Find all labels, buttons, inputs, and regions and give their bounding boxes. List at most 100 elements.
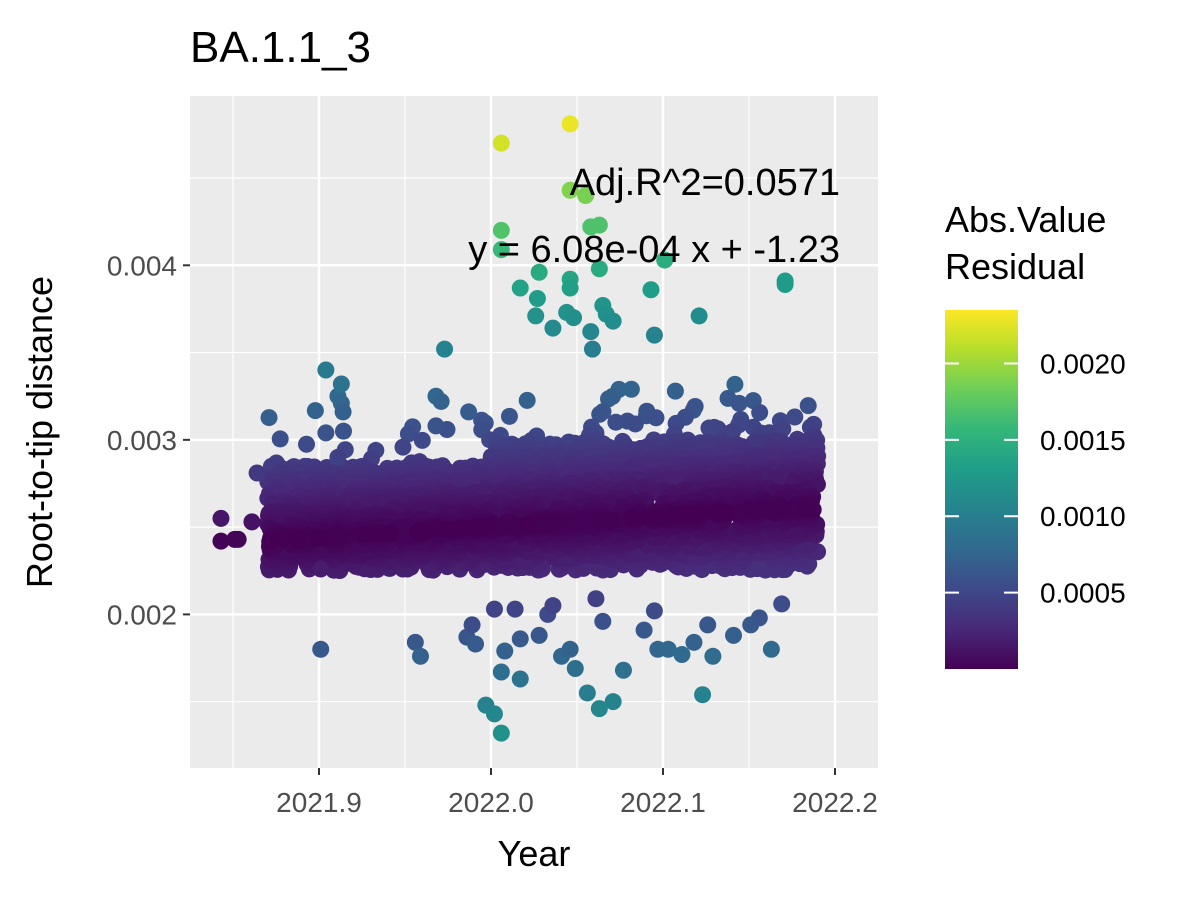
data-point xyxy=(561,640,579,658)
chart-title: BA.1.1_3 xyxy=(190,23,371,72)
dense-point xyxy=(647,409,665,427)
data-point xyxy=(561,181,579,199)
dense-point xyxy=(604,511,622,529)
dense-point xyxy=(607,413,625,431)
data-point xyxy=(492,663,510,681)
dense-point xyxy=(707,504,725,522)
data-point xyxy=(212,509,230,527)
data-point xyxy=(530,263,548,281)
data-point xyxy=(317,424,335,442)
dense-point xyxy=(310,528,328,546)
dense-point xyxy=(692,505,710,523)
data-point xyxy=(411,647,429,665)
data-point xyxy=(750,609,768,627)
dense-point xyxy=(786,408,804,426)
dense-point xyxy=(297,435,315,453)
data-point xyxy=(334,403,352,421)
colorbar xyxy=(945,310,1018,669)
dense-point xyxy=(730,394,748,412)
data-point xyxy=(656,251,674,269)
data-point xyxy=(685,633,703,651)
x-axis-ticks: 2021.9 2022.0 2022.1 2022.2 xyxy=(276,768,878,818)
data-point xyxy=(317,361,335,379)
data-point xyxy=(243,513,261,531)
data-points xyxy=(212,115,794,742)
data-point xyxy=(590,700,608,718)
x-tick-label: 2022.0 xyxy=(448,787,534,818)
data-point xyxy=(312,560,330,578)
legend-title-line-2: Residual xyxy=(945,246,1085,287)
data-point xyxy=(248,464,266,482)
data-point xyxy=(594,612,612,630)
dense-point xyxy=(394,438,412,456)
dense-point xyxy=(263,531,281,549)
data-point xyxy=(329,448,347,466)
data-point xyxy=(436,340,454,358)
dense-point xyxy=(334,422,352,440)
dense-point xyxy=(447,520,465,538)
dense-point xyxy=(799,397,817,415)
data-point xyxy=(511,279,529,297)
colorbar-ticks: 0.0005 0.0010 0.0015 0.0020 xyxy=(945,348,1126,609)
data-point xyxy=(690,307,708,325)
data-point xyxy=(673,646,691,664)
data-point xyxy=(614,661,632,679)
dense-point xyxy=(497,518,515,536)
dense-point xyxy=(260,409,278,427)
dense-point xyxy=(591,405,609,423)
data-point xyxy=(485,705,503,723)
dense-point xyxy=(475,519,493,537)
data-point xyxy=(528,289,546,307)
data-point xyxy=(604,693,622,711)
dense-point xyxy=(357,526,375,544)
data-point xyxy=(582,323,600,341)
data-point xyxy=(565,309,583,327)
data-point xyxy=(762,640,780,658)
data-point xyxy=(460,403,478,421)
data-point xyxy=(229,530,247,548)
data-point xyxy=(312,640,330,658)
data-point xyxy=(704,647,722,665)
dense-point xyxy=(622,380,640,398)
adj-r2-annotation: Adj.R^2=0.0571 xyxy=(570,162,840,204)
data-point xyxy=(561,115,579,133)
y-tick-label: 0.004 xyxy=(107,250,177,281)
data-point xyxy=(776,276,794,294)
dense-point xyxy=(666,382,684,400)
dense-point xyxy=(462,519,480,537)
dense-point xyxy=(663,507,681,525)
data-point xyxy=(530,626,548,644)
data-point xyxy=(604,312,622,330)
dense-point xyxy=(797,500,815,518)
data-point xyxy=(492,221,510,239)
dense-point xyxy=(591,510,609,528)
data-point xyxy=(427,417,445,435)
dense-point xyxy=(626,415,644,433)
dense-point xyxy=(678,505,696,523)
dense-point xyxy=(372,524,390,542)
data-point xyxy=(212,532,230,550)
data-point xyxy=(694,686,712,704)
dense-point xyxy=(751,404,769,422)
data-point xyxy=(492,134,510,152)
dense-point xyxy=(748,502,766,520)
dense-point xyxy=(534,515,552,533)
data-point xyxy=(645,602,663,620)
dense-point-cloud xyxy=(259,375,827,580)
legend-title-line-1: Abs.Value xyxy=(945,199,1106,240)
data-point xyxy=(583,340,601,358)
data-point xyxy=(511,670,529,688)
data-point xyxy=(511,630,529,648)
dense-point xyxy=(599,390,617,408)
dense-point xyxy=(399,425,417,443)
dense-point xyxy=(409,523,427,541)
dense-point xyxy=(271,430,289,448)
data-point xyxy=(463,616,481,634)
dense-point xyxy=(623,509,641,527)
data-point xyxy=(496,642,514,660)
y-axis-title: Root-to-tip distance xyxy=(19,276,60,588)
data-point xyxy=(642,281,660,299)
data-point xyxy=(699,616,717,634)
data-point xyxy=(506,600,524,618)
